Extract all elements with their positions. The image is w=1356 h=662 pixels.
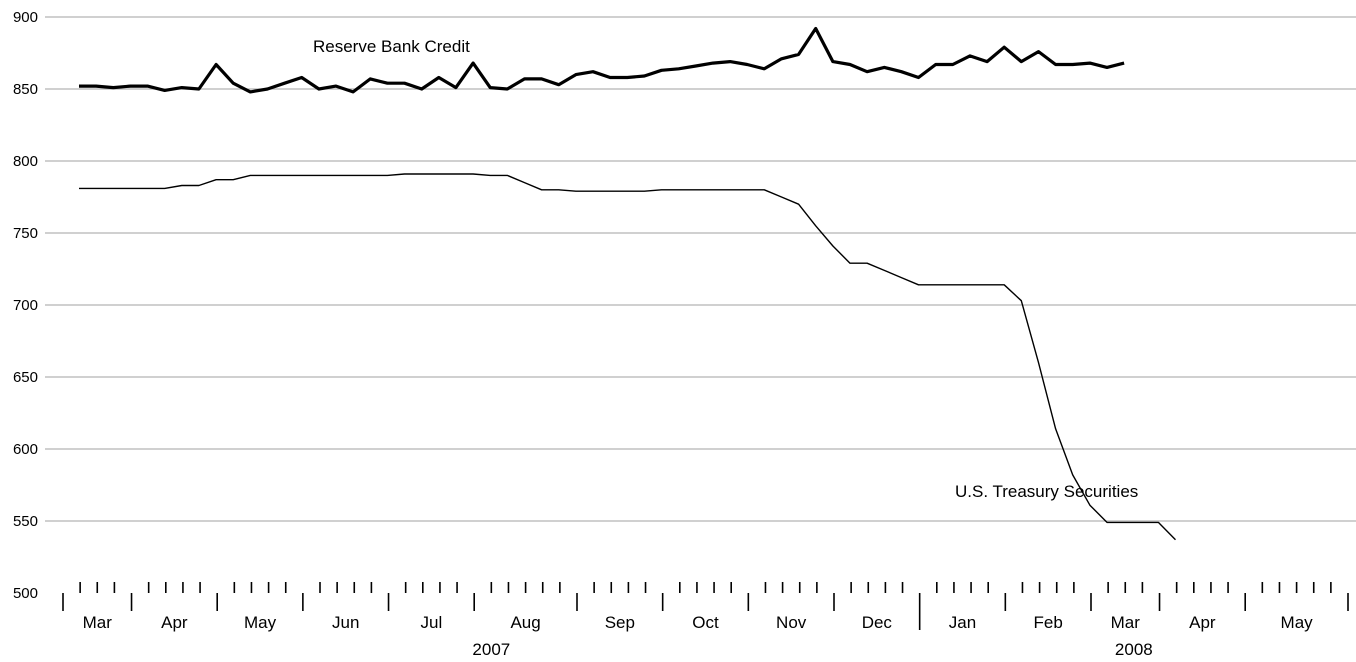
x-tick-label-mar-2008: Mar bbox=[1111, 613, 1141, 632]
x-tick-label-may-2008: May bbox=[1281, 613, 1314, 632]
y-tick-label-800: 800 bbox=[13, 153, 38, 170]
y-tick-label-500: 500 bbox=[13, 585, 38, 602]
annotations: Reserve Bank Credit U.S. Treasury Securi… bbox=[313, 37, 1138, 501]
x-axis: Mar Apr May Jun Jul Aug Sep Oct Nov Dec Jan Feb Mar A… bbox=[62, 582, 1349, 659]
x-year-label-2008: 2008 bbox=[1115, 640, 1153, 659]
y-axis-tick-labels: 500 550 600 650 700 750 800 850 900 bbox=[13, 9, 38, 602]
series-lines bbox=[78, 26, 1176, 541]
gridlines bbox=[45, 16, 1356, 522]
x-tick-label-may-2007: May bbox=[244, 613, 277, 632]
x-tick-label-apr-2008: Apr bbox=[1189, 613, 1216, 632]
y-tick-label-750: 750 bbox=[13, 225, 38, 242]
series-line-reserve-bank-credit bbox=[79, 26, 1125, 94]
annotation-reserve-bank-credit: Reserve Bank Credit bbox=[313, 37, 470, 56]
y-tick-label-700: 700 bbox=[13, 297, 38, 314]
y-tick-label-650: 650 bbox=[13, 369, 38, 386]
x-tick-label-sep-2007: Sep bbox=[605, 613, 635, 632]
x-tick-label-aug-2007: Aug bbox=[510, 613, 540, 632]
y-tick-label-900: 900 bbox=[13, 9, 38, 26]
x-tick-label-jun-2007: Jun bbox=[332, 613, 359, 632]
annotation-us-treasury-securities: U.S. Treasury Securities bbox=[955, 482, 1138, 501]
y-tick-label-600: 600 bbox=[13, 441, 38, 458]
y-tick-label-850: 850 bbox=[13, 81, 38, 98]
x-tick-label-feb-2008: Feb bbox=[1034, 613, 1063, 632]
x-tick-label-jan-2008: Jan bbox=[949, 613, 976, 632]
x-tick-label-oct-2007: Oct bbox=[692, 613, 719, 632]
x-tick-label-apr-2007: Apr bbox=[161, 613, 188, 632]
x-tick-label-jul-2007: Jul bbox=[420, 613, 442, 632]
x-tick-label-nov-2007: Nov bbox=[776, 613, 807, 632]
x-tick-label-dec-2007: Dec bbox=[862, 613, 893, 632]
x-year-label-2007: 2007 bbox=[472, 640, 510, 659]
x-tick-label-mar-2007: Mar bbox=[83, 613, 113, 632]
y-tick-label-550: 550 bbox=[13, 513, 38, 530]
